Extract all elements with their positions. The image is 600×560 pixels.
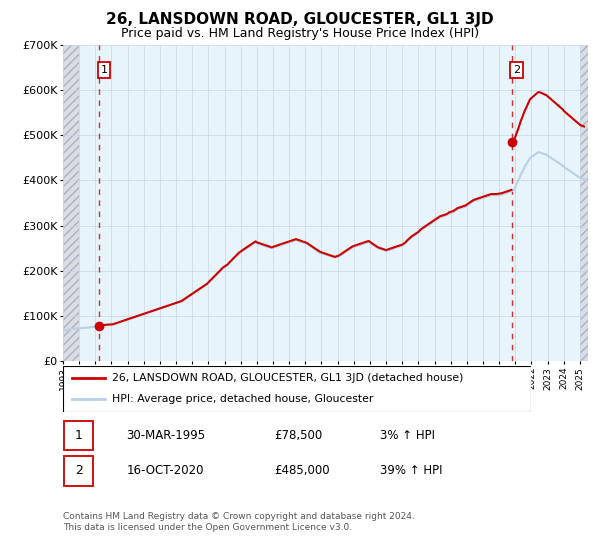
Bar	[63, 45, 79, 361]
Bar	[63, 45, 79, 361]
Text: 2: 2	[513, 65, 520, 75]
Text: 2: 2	[74, 464, 83, 478]
Text: 26, LANSDOWN ROAD, GLOUCESTER, GL1 3JD (detached house): 26, LANSDOWN ROAD, GLOUCESTER, GL1 3JD (…	[112, 373, 464, 383]
FancyBboxPatch shape	[63, 366, 531, 412]
FancyBboxPatch shape	[64, 456, 93, 486]
Text: 1: 1	[101, 65, 107, 75]
Text: 1: 1	[74, 428, 83, 442]
Text: 16-OCT-2020: 16-OCT-2020	[127, 464, 204, 478]
Text: 30-MAR-1995: 30-MAR-1995	[127, 428, 205, 442]
Text: 3% ↑ HPI: 3% ↑ HPI	[380, 428, 435, 442]
Text: 26, LANSDOWN ROAD, GLOUCESTER, GL1 3JD: 26, LANSDOWN ROAD, GLOUCESTER, GL1 3JD	[106, 12, 494, 27]
Text: 39% ↑ HPI: 39% ↑ HPI	[380, 464, 442, 478]
Text: £78,500: £78,500	[274, 428, 322, 442]
Bar	[580, 45, 588, 361]
Text: Contains HM Land Registry data © Crown copyright and database right 2024.
This d: Contains HM Land Registry data © Crown c…	[63, 512, 415, 532]
Text: £485,000: £485,000	[274, 464, 330, 478]
Bar	[580, 45, 588, 361]
Text: Price paid vs. HM Land Registry's House Price Index (HPI): Price paid vs. HM Land Registry's House …	[121, 27, 479, 40]
FancyBboxPatch shape	[64, 421, 93, 450]
Text: HPI: Average price, detached house, Gloucester: HPI: Average price, detached house, Glou…	[112, 394, 374, 404]
